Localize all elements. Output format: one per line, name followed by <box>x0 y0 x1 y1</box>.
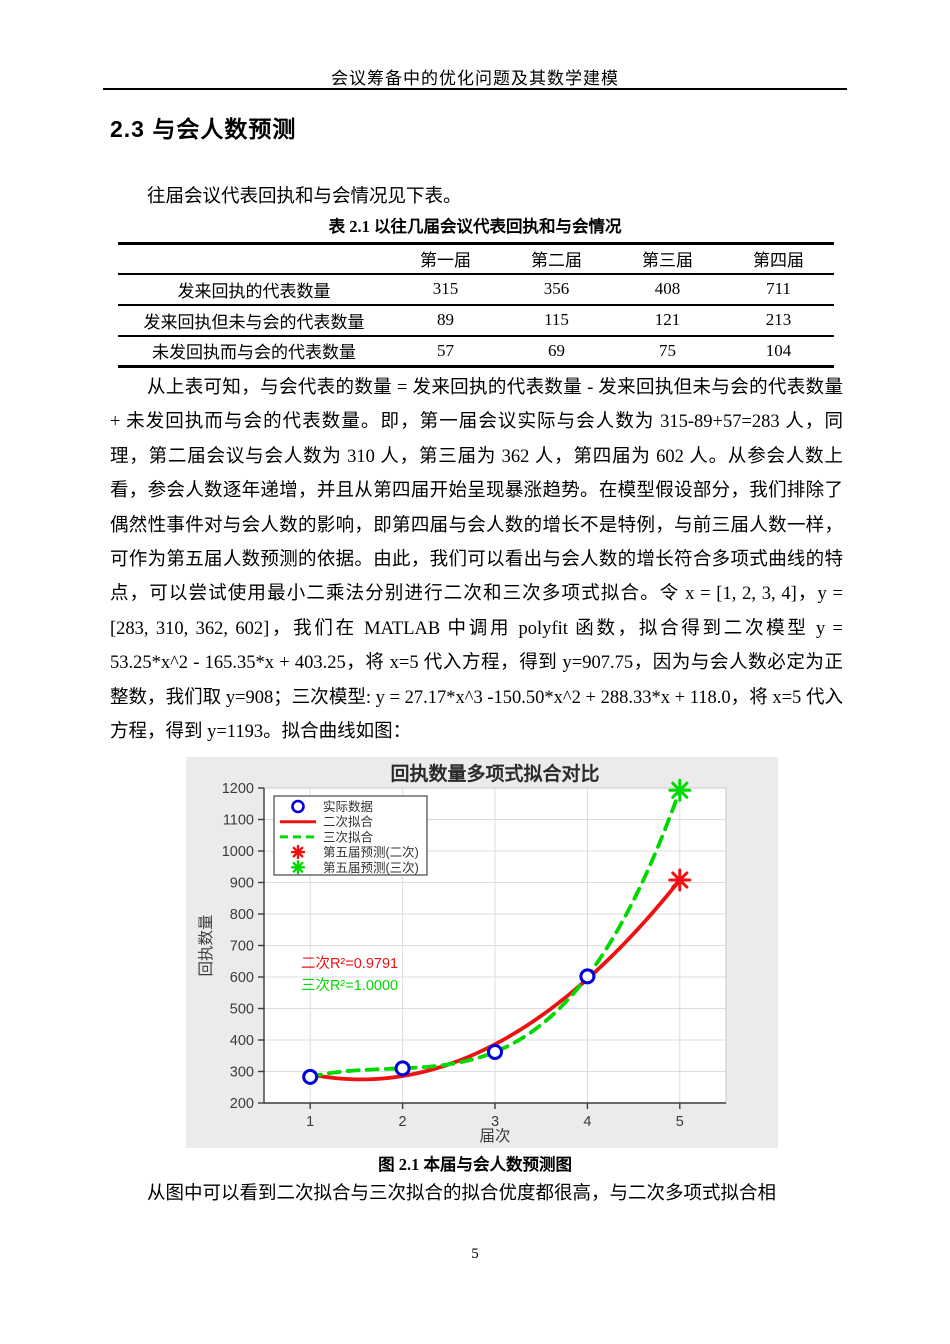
table-cell: 356 <box>543 279 570 298</box>
series-prediction <box>668 778 692 802</box>
legend-entry-label: 三次拟合 <box>323 829 374 844</box>
table-row: 发来回执但未与会的代表数量 89 115 121 213 <box>118 304 834 336</box>
x-tick-label: 2 <box>399 1114 407 1130</box>
data-point-marker <box>487 1043 503 1060</box>
y-tick-label: 600 <box>230 970 254 986</box>
section-heading: 2.3 与会人数预测 <box>110 116 297 142</box>
r-squared-annotation: 三次R²=1.0000 <box>301 977 398 994</box>
running-header: 会议筹备中的优化问题及其数学建模 <box>331 69 619 88</box>
y-tick-label: 700 <box>230 939 254 955</box>
table-cell: 69 <box>548 340 565 360</box>
table-col-header: 第二届 <box>531 251 582 271</box>
chart-title: 回执数量多项式拟合对比 <box>390 762 599 785</box>
table-cell: 711 <box>766 279 791 298</box>
table-cell: 75 <box>659 340 676 360</box>
y-tick-label: 500 <box>230 1002 254 1018</box>
y-tick-label: 900 <box>230 876 254 892</box>
table-col-header: 第四届 <box>753 251 804 271</box>
row-label: 发来回执但未与会的代表数量 <box>143 312 365 332</box>
y-tick-label: 1200 <box>222 781 254 797</box>
legend-asterisk-swatch <box>290 844 306 860</box>
table-corner-cell <box>118 244 390 274</box>
table-cell: 213 <box>765 310 792 329</box>
legend-entry-label: 第五届预测(三次) <box>323 861 419 875</box>
table-col-header: 第一届 <box>420 251 471 271</box>
table-header: 第一届 第二届 第三届 第四届 <box>118 244 834 274</box>
x-tick-label: 1 <box>306 1114 314 1130</box>
y-axis-label: 回执数量 <box>197 914 215 976</box>
row-label: 未发回执而与会的代表数量 <box>152 343 356 363</box>
table-cell: 57 <box>437 340 454 360</box>
series-cubic-fit <box>308 788 682 1079</box>
attendance-table: 第一届 第二届 第三届 第四届 发来回执的代表数量 315 356 408 711 发来回执但未… <box>118 242 834 368</box>
legend-circle-swatch <box>291 799 305 814</box>
data-point-marker <box>394 1060 411 1077</box>
x-tick-label: 3 <box>491 1114 499 1130</box>
series-prediction <box>668 868 692 892</box>
legend-entry-label: 二次拟合 <box>323 814 374 829</box>
fit-comparison-chart: 200 300 400 500 600 700 800 900 1000 1100 1200 1 2 3 4… <box>197 762 727 1145</box>
legend-asterisk-swatch <box>290 860 306 875</box>
x-axis-label: 届次 <box>479 1127 510 1145</box>
table-cell: 121 <box>654 310 681 329</box>
prediction-marker <box>668 778 692 802</box>
y-tick-label: 1000 <box>222 844 254 860</box>
table-row: 发来回执的代表数量 315 356 408 711 <box>118 274 834 305</box>
chart-figure: 200 300 400 500 600 700 800 900 1000 1100 1200 1 2 3 4… <box>186 757 778 1148</box>
legend-entry-label: 第五届预测(二次) <box>323 846 419 860</box>
table-cell: 104 <box>765 340 792 360</box>
x-tick-label: 4 <box>583 1114 591 1130</box>
y-tick-label: 800 <box>230 907 254 923</box>
y-tick-label: 400 <box>230 1033 254 1049</box>
header-rule <box>103 88 847 90</box>
table-body: 发来回执的代表数量 315 356 408 711 发来回执但未与会的代表数量 89 115 1… <box>118 274 834 367</box>
series-actual-data <box>302 968 596 1085</box>
figure-caption: 图 2.1 本届与会人数预测图 <box>378 1155 572 1174</box>
table-row: 未发回执而与会的代表数量 57 69 75 104 <box>118 335 834 367</box>
data-point-marker <box>579 968 596 985</box>
chart-annotations: 二次R²=0.9791 三次R²=1.0000 <box>301 955 398 994</box>
page-number: 5 <box>471 1246 479 1262</box>
intro-paragraph: 往届会议代表回执和与会情况见下表。 <box>147 187 462 207</box>
table-cell: 315 <box>432 279 459 298</box>
table-cell: 115 <box>544 310 569 329</box>
legend-entry-label: 实际数据 <box>323 799 373 814</box>
y-tick-label: 200 <box>230 1096 254 1112</box>
table-col-header: 第三届 <box>642 251 693 271</box>
row-label: 发来回执的代表数量 <box>177 281 331 301</box>
y-tick-label: 1100 <box>223 813 254 829</box>
prediction-marker <box>668 868 692 892</box>
data-point-marker <box>302 1068 319 1085</box>
table-cell: 89 <box>437 310 454 329</box>
table-caption: 表 2.1 以往几届会议代表回执和与会情况 <box>328 217 622 236</box>
x-tick-label: 5 <box>676 1114 684 1130</box>
conclusion-paragraph: 从图中可以看到二次拟合与三次拟合的拟合优度都很高，与二次多项式拟合相 <box>147 1184 777 1204</box>
y-tick-label: 300 <box>230 1065 254 1081</box>
table-cell: 408 <box>654 279 681 298</box>
r-squared-annotation: 二次R²=0.9791 <box>301 955 398 972</box>
analysis-paragraph: 从上表可知，与会代表的数量 = 发来回执的代表数量 - 发来回执但未与会的代表数… <box>110 378 843 743</box>
axes: 200 300 400 500 600 700 800 900 1000 1100 1200 1 2 3 4… <box>222 781 726 1130</box>
